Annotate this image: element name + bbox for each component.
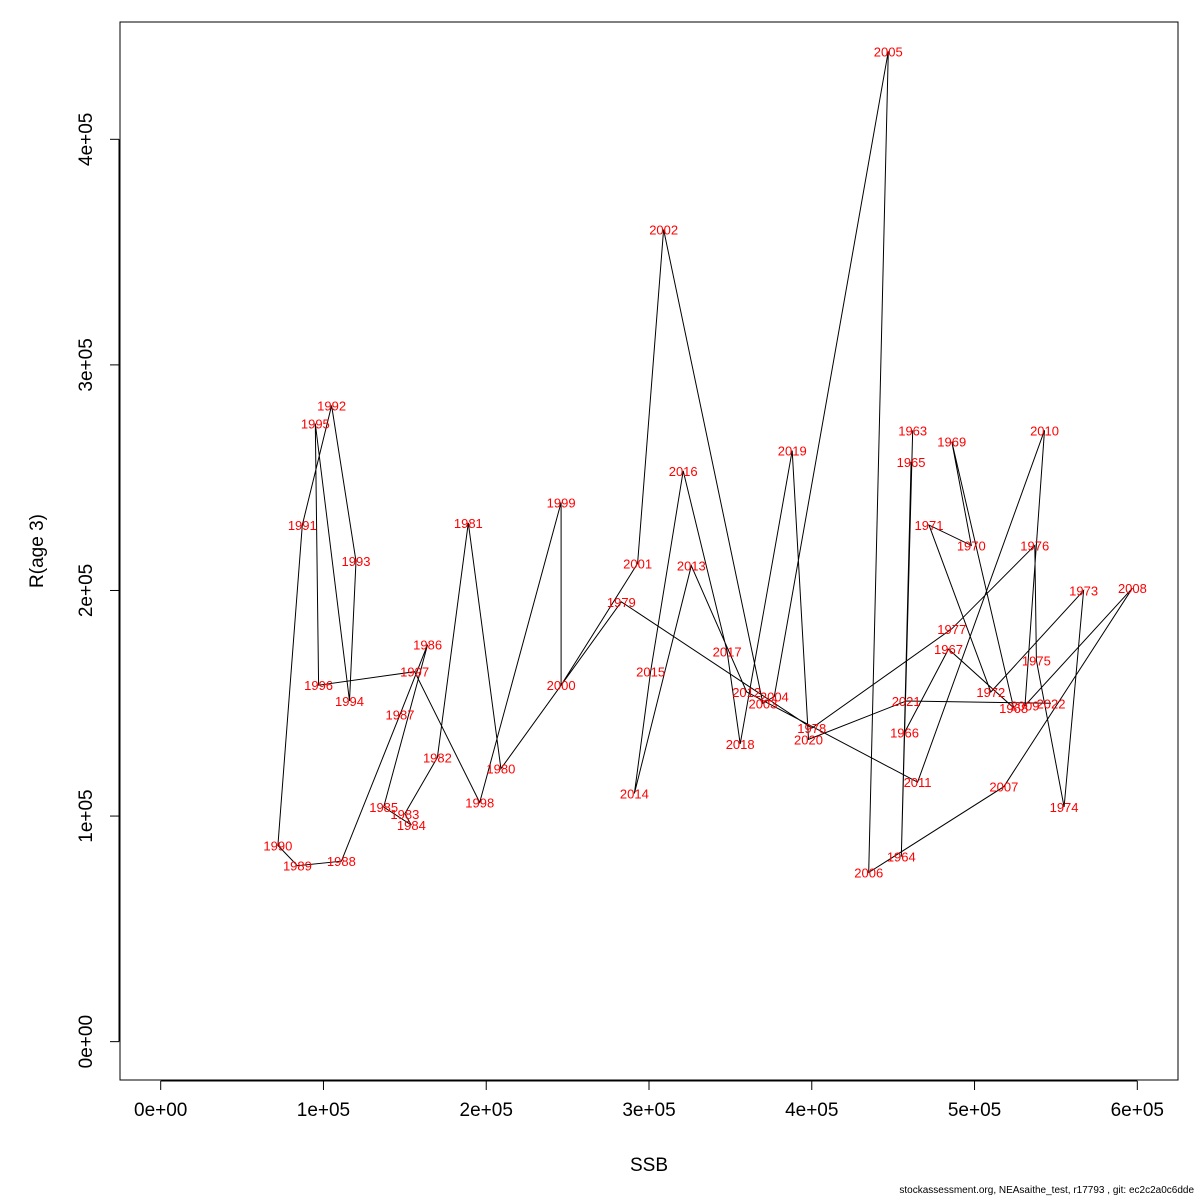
year-label-2012: 2012: [732, 685, 761, 700]
year-label-2018: 2018: [726, 737, 755, 752]
year-label-1987: 1987: [386, 708, 415, 723]
plot-frame: [119, 21, 1179, 1081]
y-tick-label: 2e+05: [76, 564, 97, 617]
y-axis: 0e+00 1e+05 2e+05 3e+05 4e+05: [76, 113, 120, 1068]
year-label-2001: 2001: [623, 556, 652, 571]
year-label-2005: 2005: [874, 44, 903, 59]
x-tick-label: 1e+05: [297, 1100, 350, 1121]
year-label-1979: 1979: [607, 595, 636, 610]
year-label-1969: 1969: [937, 435, 966, 450]
year-label-2010: 2010: [1030, 423, 1059, 438]
x-tick-label: 4e+05: [785, 1100, 838, 1121]
year-label-2017: 2017: [713, 644, 742, 659]
x-axis: 0e+00 1e+05 2e+05 3e+05 4e+05 5e+05 6e+05: [134, 1080, 1164, 1121]
year-label-1977: 1977: [937, 622, 966, 637]
year-label-1973: 1973: [1069, 583, 1098, 598]
year-label-1967: 1967: [934, 642, 963, 657]
year-labels: 1963 1964 1965 1966 1967 1968 1969 1970 1971 1972…: [263, 44, 1146, 880]
y-tick-label: 4e+05: [76, 113, 97, 166]
year-label-1998: 1998: [465, 796, 494, 811]
year-label-2016: 2016: [669, 464, 698, 479]
year-label-2002: 2002: [649, 223, 678, 238]
year-label-1974: 1974: [1050, 800, 1079, 815]
year-label-1989: 1989: [283, 859, 312, 874]
x-axis-title: SSB: [630, 1155, 668, 1176]
x-tick-label: 6e+05: [1111, 1100, 1164, 1121]
x-tick-label: 2e+05: [460, 1100, 513, 1121]
year-label-1981: 1981: [454, 516, 483, 531]
year-label-1983: 1983: [390, 807, 419, 822]
x-tick-label: 5e+05: [948, 1100, 1001, 1121]
footer-note: stockassessment.org, NEAsaithe_test, r17…: [899, 1185, 1194, 1196]
year-label-2003: 2003: [748, 696, 777, 711]
year-label-1991: 1991: [288, 518, 317, 533]
year-label-2008: 2008: [1118, 581, 1147, 596]
year-label-1980: 1980: [486, 762, 515, 777]
year-label-1975: 1975: [1022, 653, 1051, 668]
year-label-2007: 2007: [989, 780, 1018, 795]
year-label-1997: 1997: [400, 665, 429, 680]
year-label-2009: 2009: [1011, 699, 1040, 714]
y-tick-label: 0e+00: [76, 1015, 97, 1068]
year-label-1964: 1964: [887, 850, 916, 865]
year-label-1982: 1982: [423, 750, 452, 765]
year-label-2011: 2011: [904, 775, 932, 790]
year-label-2020: 2020: [794, 732, 823, 747]
year-label-2022: 2022: [1037, 696, 1066, 711]
year-label-2019: 2019: [778, 444, 807, 459]
year-label-1971: 1971: [915, 518, 944, 533]
year-label-1993: 1993: [342, 554, 371, 569]
year-label-1976: 1976: [1020, 538, 1049, 553]
year-label-1986: 1986: [413, 638, 442, 653]
year-label-2021: 2021: [892, 694, 921, 709]
year-label-1963: 1963: [898, 423, 927, 438]
year-label-1984: 1984: [397, 818, 426, 833]
year-label-1966: 1966: [890, 726, 919, 741]
year-label-1988: 1988: [327, 854, 356, 869]
year-label-2013: 2013: [677, 559, 706, 574]
year-label-1995: 1995: [301, 417, 330, 432]
year-label-1978: 1978: [797, 721, 826, 736]
y-tick-label: 3e+05: [76, 338, 97, 391]
sr-trajectory: [277, 51, 1133, 874]
y-axis-title: R(age 3): [27, 514, 48, 588]
x-tick-label: 3e+05: [622, 1100, 675, 1121]
year-label-1972: 1972: [976, 685, 1005, 700]
year-label-1992: 1992: [317, 398, 346, 413]
year-label-1994: 1994: [335, 694, 364, 709]
year-label-1968: 1968: [999, 701, 1028, 716]
year-label-2000: 2000: [547, 678, 576, 693]
year-label-2014: 2014: [620, 787, 649, 802]
year-label-1996: 1996: [304, 678, 333, 693]
year-label-1970: 1970: [957, 538, 986, 553]
year-label-2006: 2006: [854, 865, 883, 880]
year-label-1985: 1985: [369, 800, 398, 815]
year-label-1999: 1999: [547, 495, 576, 510]
sr-line: [277, 51, 1133, 874]
year-label-2004: 2004: [760, 690, 789, 705]
year-label-1990: 1990: [263, 838, 292, 853]
year-label-2015: 2015: [636, 665, 665, 680]
x-tick-label: 0e+00: [134, 1100, 187, 1121]
y-tick-label: 1e+05: [76, 789, 97, 842]
year-label-1965: 1965: [897, 455, 926, 470]
